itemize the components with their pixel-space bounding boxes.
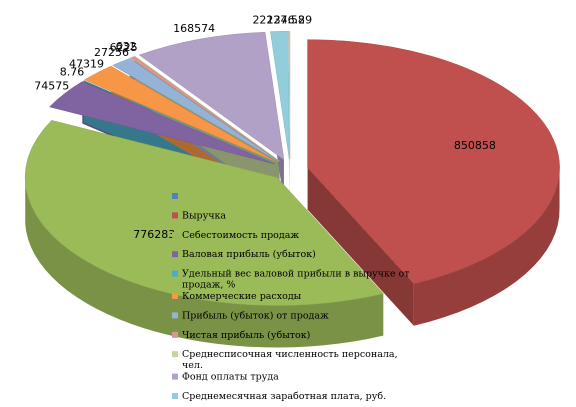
slice-9 (138, 31, 285, 161)
legend-label-7: Чистая прибыль (убыток) (182, 330, 310, 341)
data-label-1: 850858 (454, 139, 496, 152)
legend-label-2: Себестоимость продаж (182, 230, 299, 241)
legend-swatch-0 (172, 193, 178, 199)
data-label-3: 74575 (34, 79, 69, 92)
data-label-4: 8.76 (60, 66, 85, 79)
legend-label-10: Среднемесячная заработная плата, руб. (182, 391, 386, 402)
data-label-9: 168574 (173, 22, 215, 35)
legend-label-6: Прибыль (убыток) от продаж (182, 310, 329, 321)
data-label-8: 632 (116, 40, 137, 53)
legend-swatch-9 (172, 373, 178, 380)
slice-5 (83, 65, 278, 163)
data-label-7: 6225 (110, 41, 138, 54)
legend-swatch-3 (172, 251, 178, 258)
legend-swatch-5 (172, 293, 178, 299)
data-label-10: 22227.58 (252, 14, 305, 27)
data-label-11: 1346.29 (267, 14, 313, 27)
legend-label-4: Удельный вес валовой прибыли в выручке о… (182, 269, 409, 291)
slice-3 (49, 81, 276, 165)
slice-11 (288, 30, 291, 160)
legend-label-3: Валовая прибыль (убыток) (182, 249, 316, 260)
legend-swatch-2 (172, 231, 178, 238)
slice-10 (270, 30, 290, 160)
slice-wall-2 (25, 173, 384, 348)
legend-label-5: Коммерческие расходы (182, 291, 302, 302)
data-label-5: 47319 (69, 57, 104, 70)
legend-swatch-1 (172, 212, 178, 219)
data-label-2: 776283 (133, 228, 175, 241)
legend-swatch-7 (172, 331, 178, 338)
legend-swatch-8 (172, 351, 178, 358)
slice-wall-1 (413, 165, 560, 326)
legend-label-1: Выручка (182, 210, 226, 221)
legend-swatch-6 (172, 312, 178, 319)
slice-2 (24, 120, 384, 306)
slice-4 (83, 80, 277, 164)
legend-label-8: Среднесписочная численность персонала, че… (182, 349, 398, 371)
pie-slices (24, 30, 560, 348)
legend-label-9: Фонд оплаты труда (182, 372, 279, 383)
slice-6 (112, 58, 279, 162)
legend-swatch-10 (172, 393, 178, 399)
legend: Выручка Себестоимость продаж Валовая прибы… (172, 193, 409, 402)
slice-1 (307, 39, 560, 285)
slice-8 (134, 56, 280, 162)
data-label-6: 27256 (94, 46, 129, 59)
slice-cut-1 (307, 167, 414, 326)
legend-swatch-4 (172, 270, 178, 277)
